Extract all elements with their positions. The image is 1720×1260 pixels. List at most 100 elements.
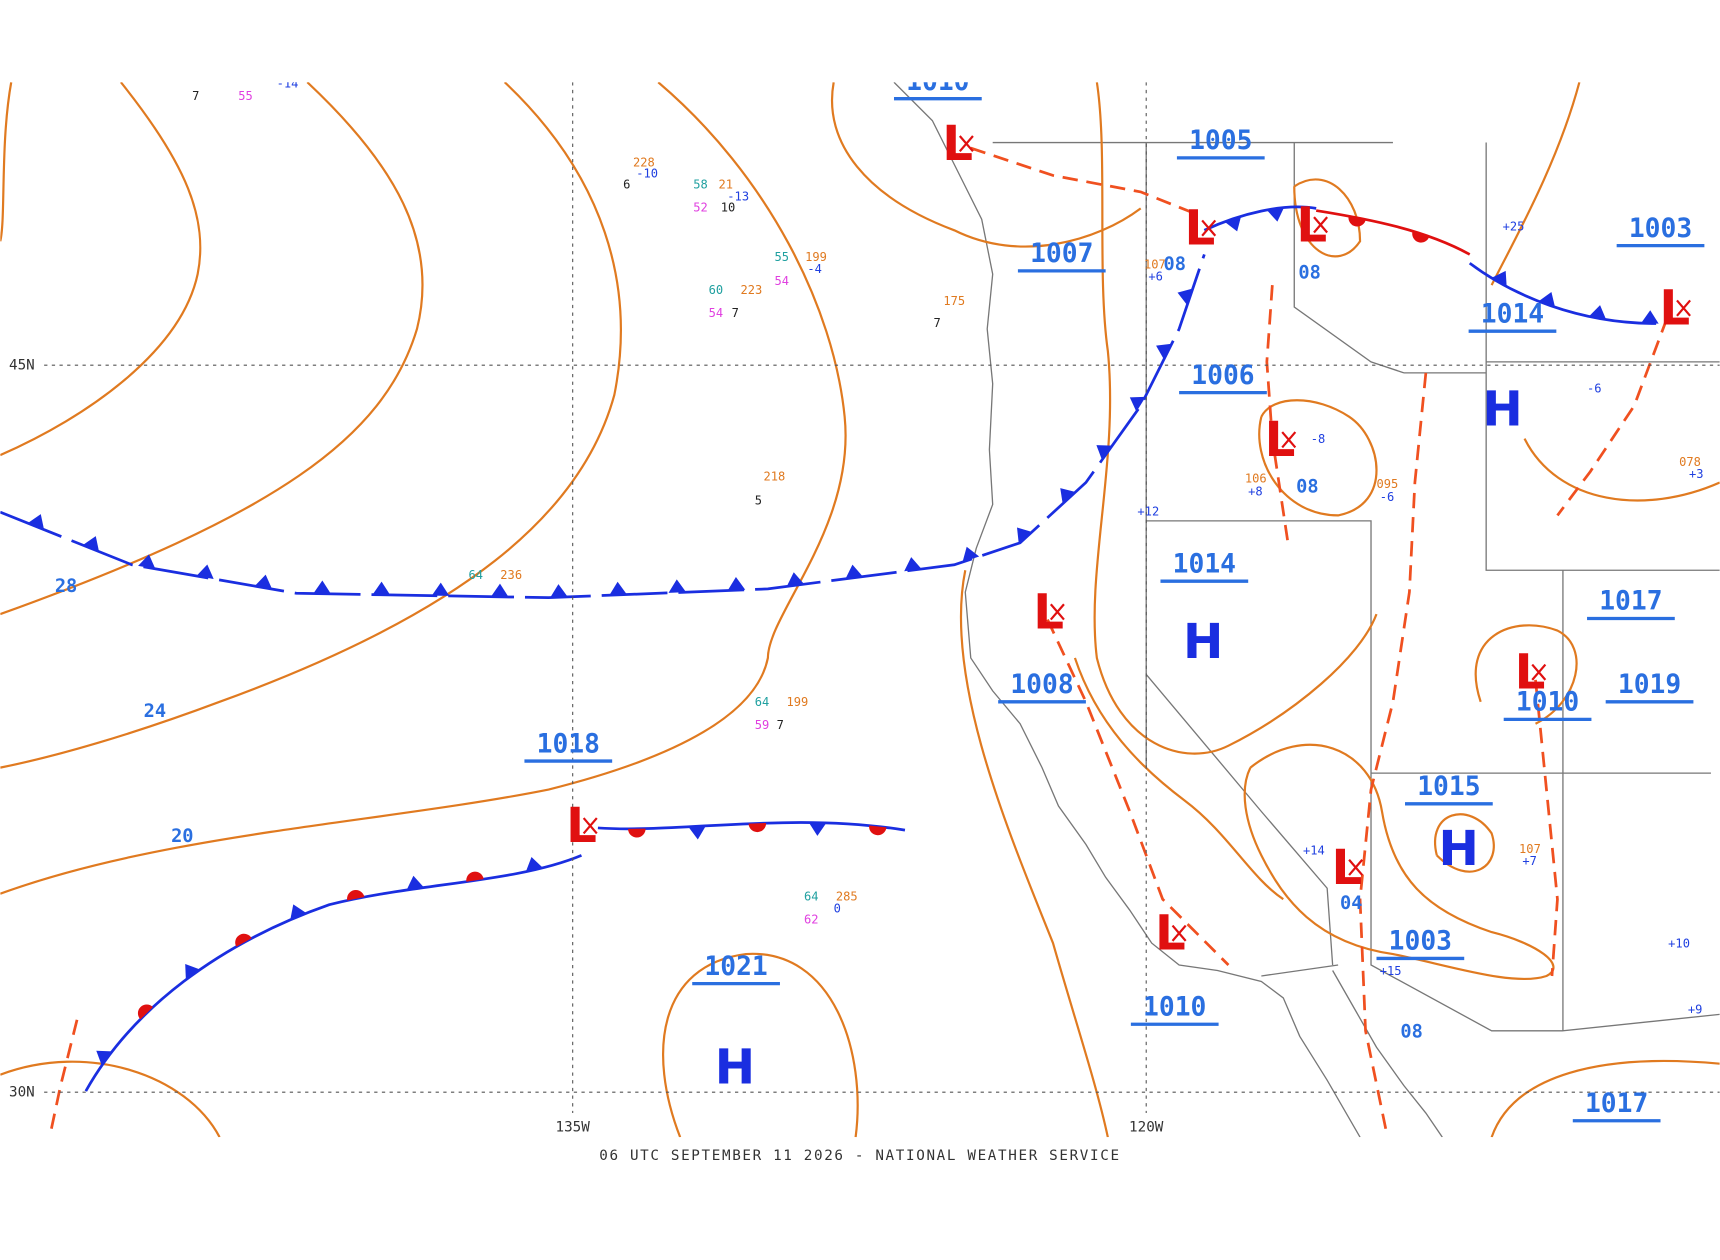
- pressure-label: 1019: [1618, 670, 1681, 700]
- latitude-label: 45N: [9, 358, 35, 374]
- station-value: +8: [1248, 485, 1263, 499]
- station-value: -13: [727, 190, 749, 204]
- low-center: L: [1185, 201, 1216, 257]
- station-value: 199: [805, 250, 827, 264]
- low-center: L: [1659, 281, 1690, 337]
- pressure-label: 1015: [1417, 772, 1480, 802]
- station-value: 107: [1144, 258, 1166, 272]
- station-value: 236: [500, 568, 522, 582]
- cold-front-symbol: [490, 583, 509, 597]
- high-center: H: [1439, 821, 1479, 877]
- cold-front-symbol: [1156, 343, 1172, 360]
- cold-front-symbol: [1641, 310, 1659, 324]
- low-center: L: [1265, 412, 1296, 468]
- low-marker: [1313, 216, 1328, 234]
- coastline: [893, 82, 1720, 1138]
- cold-front-symbol: [196, 564, 214, 579]
- station-value: 7: [732, 306, 739, 320]
- low-center: L: [1332, 840, 1363, 896]
- cold-front-symbol: [1129, 396, 1146, 412]
- cold-front-symbol: [290, 904, 307, 920]
- station-value: 21: [719, 178, 734, 192]
- pressure-label: 1003: [1629, 214, 1692, 244]
- pressure-label: 1007: [1030, 239, 1093, 269]
- warm-front-symbol: [748, 822, 767, 833]
- station-value: 175: [943, 294, 965, 308]
- warm-front-symbol: [347, 889, 365, 901]
- pressure-label: 1014: [1481, 299, 1544, 329]
- cold-front-symbol: [962, 546, 980, 563]
- station-value: 62: [804, 912, 819, 926]
- pressure-label: 1005: [1189, 126, 1252, 156]
- station-value: 52: [693, 201, 708, 215]
- troughs: [48, 146, 1669, 1138]
- station-value: 078: [1679, 455, 1701, 469]
- low-center: L: [1033, 584, 1064, 640]
- cold-front-symbol: [550, 584, 568, 598]
- cold-front-symbol: [609, 581, 627, 596]
- station-value: +15: [1380, 964, 1402, 978]
- pressure-label: 1003: [1389, 927, 1452, 957]
- station-value: +12: [1137, 504, 1159, 518]
- station-value: 59: [755, 718, 770, 732]
- footer: 06 UTC SEPTEMBER 11 2026 - NATIONAL WEAT…: [599, 1148, 1120, 1164]
- cold-front-symbol: [27, 514, 45, 530]
- pressure-label: 1010: [906, 67, 969, 97]
- pressure-label: 1010: [1143, 992, 1206, 1022]
- pressure-label: 1018: [537, 729, 600, 759]
- station-value: -4: [807, 262, 822, 276]
- station-value: -10: [636, 167, 658, 181]
- warm-front-symbol: [1348, 216, 1366, 227]
- map-area: 1018102110071005100610141008101010031015…: [0, 67, 1720, 1138]
- station-value: +14: [1303, 843, 1325, 857]
- station-value: 58: [693, 178, 708, 192]
- station-value: 6: [623, 178, 630, 192]
- station-value: 55: [238, 89, 253, 103]
- pressure-label: 1010: [1516, 688, 1579, 718]
- station-value: 60: [709, 283, 724, 297]
- cold-front-symbol: [1224, 216, 1242, 232]
- station-value: -14: [277, 77, 299, 91]
- cold-front-symbol: [727, 576, 746, 591]
- cold-front-symbol: [1060, 488, 1076, 504]
- isobar-label: 04: [1340, 893, 1362, 914]
- cold-front-symbol: [254, 574, 273, 590]
- cold-front-symbol: [1491, 270, 1507, 287]
- isobar-label: 08: [1164, 254, 1186, 275]
- low-marker: [1676, 299, 1691, 317]
- latitude-label: 30N: [9, 1085, 35, 1101]
- station-value: -8: [1311, 432, 1326, 446]
- warm-front-symbol: [1412, 231, 1430, 243]
- station-value: 223: [740, 283, 762, 297]
- high-center: H: [715, 1039, 755, 1095]
- low-marker: [1531, 663, 1547, 681]
- isobar-label: 08: [1298, 263, 1320, 284]
- fronts: [0, 205, 1659, 1092]
- low-marker: [582, 817, 598, 835]
- station-value: +25: [1503, 219, 1525, 233]
- cold-front-symbol: [185, 963, 201, 980]
- cold-front-symbol: [1017, 527, 1033, 544]
- warm-front-symbol: [137, 1004, 153, 1020]
- longitude-label: 120W: [1129, 1120, 1164, 1136]
- cold-front-symbol: [82, 536, 100, 552]
- isobars: [0, 82, 1720, 1138]
- high-center: H: [1482, 381, 1522, 437]
- station-value: +7: [1522, 854, 1537, 868]
- station-value: 54: [709, 306, 724, 320]
- warm-front-symbol: [235, 933, 252, 947]
- station-value: 107: [1519, 842, 1541, 856]
- low-center: L: [1155, 906, 1186, 962]
- station-value: 5: [755, 493, 762, 507]
- cold-front-symbol: [1588, 305, 1607, 320]
- station-value: 285: [836, 889, 858, 903]
- station-value: 54: [774, 274, 789, 288]
- station-value: -6: [1380, 490, 1395, 504]
- cold-front-symbol: [525, 856, 543, 872]
- station-value: 095: [1377, 477, 1399, 491]
- station-value: -6: [1587, 382, 1602, 396]
- longitude-label: 135W: [556, 1120, 591, 1136]
- station-value: 228: [633, 156, 655, 170]
- pressure-label: 1017: [1585, 1089, 1648, 1119]
- pressure-label: 1006: [1191, 361, 1254, 391]
